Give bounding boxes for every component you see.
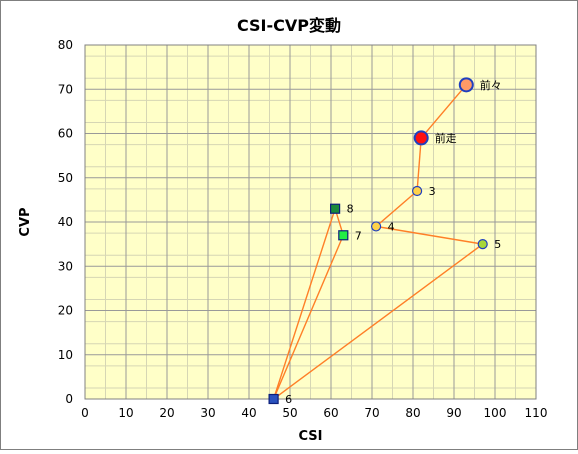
x-tick-label: 100 <box>484 406 507 420</box>
x-tick-label: 90 <box>446 406 461 420</box>
x-axis-label: CSI <box>299 429 323 444</box>
y-tick-label: 30 <box>58 259 73 273</box>
x-axis-tick-labels: 0 10 20 30 40 50 60 70 80 90 100 110 <box>81 406 547 420</box>
data-point-7 <box>338 230 349 241</box>
y-tick-label: 50 <box>58 171 73 185</box>
data-point-label: 8 <box>347 203 354 216</box>
series-line-segment <box>420 84 467 139</box>
y-tick-label: 60 <box>58 127 73 141</box>
data-point-label: 前々 <box>480 78 502 92</box>
data-point-1 <box>458 77 474 93</box>
data-point-8 <box>330 203 341 214</box>
data-point-label: 前走 <box>435 131 457 145</box>
x-tick-label: 110 <box>525 406 548 420</box>
data-point-2 <box>413 130 429 146</box>
series-line-segment <box>375 190 418 227</box>
data-point-label: 3 <box>429 185 436 198</box>
series-line-segment <box>375 225 483 245</box>
y-axis-label: CVP <box>18 207 33 236</box>
plot-border <box>84 44 537 400</box>
x-tick-label: 50 <box>282 406 297 420</box>
data-point-5 <box>477 239 488 250</box>
x-tick-label: 60 <box>323 406 338 420</box>
data-point-4 <box>371 221 382 232</box>
y-tick-label: 10 <box>58 348 73 362</box>
series-line-segment <box>272 235 344 400</box>
y-tick-label: 80 <box>58 38 73 52</box>
y-tick-label: 40 <box>58 215 73 229</box>
series-line-segment <box>272 208 336 400</box>
x-tick-label: 40 <box>241 406 256 420</box>
y-tick-label: 20 <box>58 304 73 318</box>
x-tick-label: 70 <box>364 406 379 420</box>
y-tick-label: 0 <box>65 392 73 406</box>
y-axis-tick-labels: 0 10 20 30 40 50 60 70 80 <box>58 38 73 406</box>
series-line-segment <box>273 243 484 400</box>
data-point-label: 7 <box>355 229 362 242</box>
x-tick-label: 0 <box>81 406 89 420</box>
y-tick-label: 70 <box>58 82 73 96</box>
data-point-label: 5 <box>494 238 501 251</box>
x-tick-label: 10 <box>118 406 133 420</box>
series-lines <box>272 84 484 400</box>
x-tick-label: 80 <box>405 406 420 420</box>
chart-title: CSI-CVP変動 <box>237 16 341 35</box>
data-point-3 <box>412 185 423 197</box>
data-points <box>268 77 488 405</box>
data-point-label: 6 <box>285 393 292 406</box>
x-tick-label: 20 <box>159 406 174 420</box>
data-point-6 <box>268 393 279 405</box>
series-line-segment <box>416 137 422 192</box>
x-tick-label: 30 <box>200 406 215 420</box>
data-point-label: 4 <box>388 220 395 233</box>
